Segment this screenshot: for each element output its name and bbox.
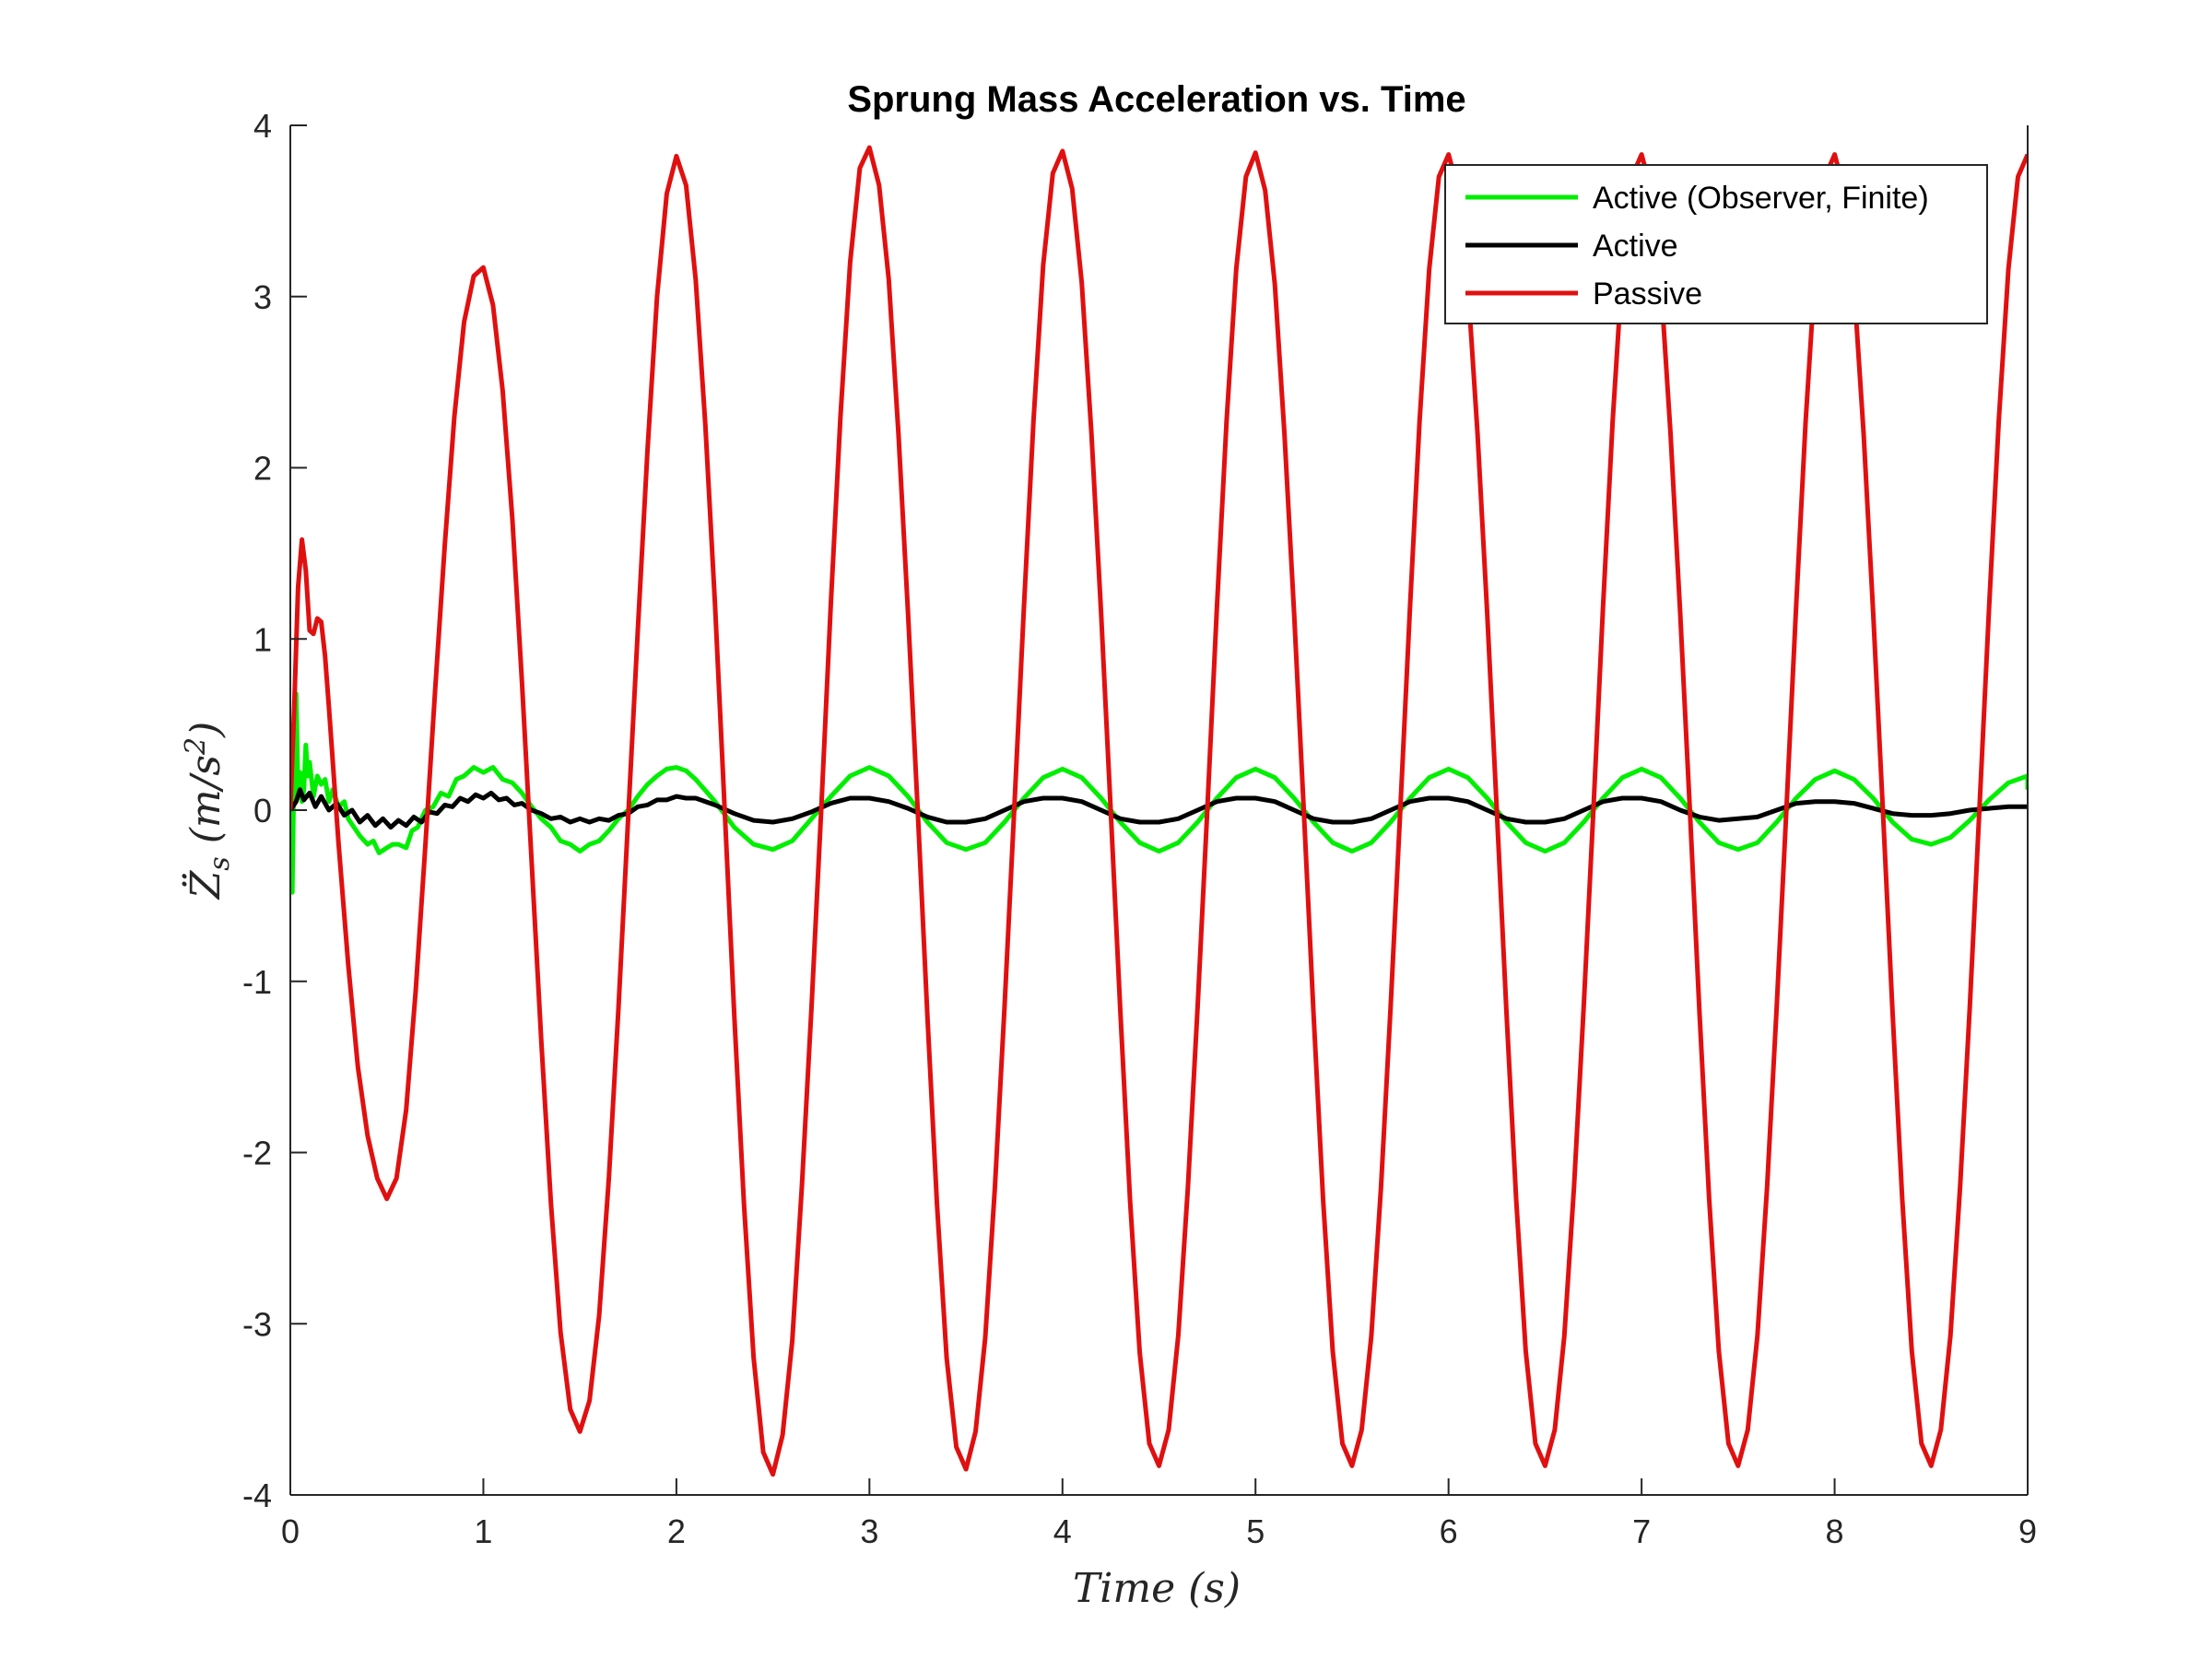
legend-label: Active (Observer, Finite) (1593, 181, 1929, 216)
x-tick-label: 1 (474, 1512, 492, 1550)
y-label-sub: s (204, 856, 236, 870)
x-tick-label: 8 (1826, 1512, 1844, 1550)
y-label-sup: 2 (180, 737, 212, 756)
series-line-0 (290, 691, 2028, 895)
chart-title: Sprung Mass Acceleration vs. Time (847, 79, 1465, 120)
legend: Active (Observer, Finite) Active Passive (1444, 164, 1988, 324)
x-tick-label: 9 (2018, 1512, 2037, 1550)
x-axis-label: Time (s) (1073, 1565, 1241, 1612)
y-axis-label: Z̈s (m/s2) (180, 722, 236, 901)
y-tick-label: 0 (253, 792, 272, 830)
y-tick-label: 1 (253, 620, 272, 658)
x-tick-label: 3 (860, 1512, 878, 1550)
series-lines (290, 145, 2028, 1477)
x-ticks: 0 1 2 3 4 5 6 7 8 9 (281, 1478, 2037, 1550)
y-label-unit: (m/s (182, 755, 229, 843)
y-tick-label: -3 (242, 1305, 272, 1343)
y-tick-label: 3 (253, 278, 272, 316)
x-tick-label: 0 (281, 1512, 300, 1550)
y-tick-label: -4 (242, 1477, 272, 1514)
x-tick-label: 4 (1053, 1512, 1072, 1550)
y-label-base: Z̈ (181, 869, 229, 900)
y-label-close: ) (182, 722, 229, 738)
x-tick-label: 2 (667, 1512, 686, 1550)
x-tick-label: 6 (1440, 1512, 1458, 1550)
series-line-2 (290, 145, 2028, 1477)
y-ticks: -4 -3 -2 -1 0 1 2 3 4 (242, 107, 307, 1514)
y-tick-label: 2 (253, 450, 272, 488)
legend-label: Passive (1593, 276, 1702, 312)
x-tick-label: 7 (1632, 1512, 1651, 1550)
y-tick-label: 4 (253, 107, 272, 145)
y-tick-label: -2 (242, 1135, 272, 1172)
x-tick-label: 5 (1246, 1512, 1265, 1550)
y-tick-label: -1 (242, 963, 272, 1001)
legend-label: Active (1593, 229, 1678, 264)
